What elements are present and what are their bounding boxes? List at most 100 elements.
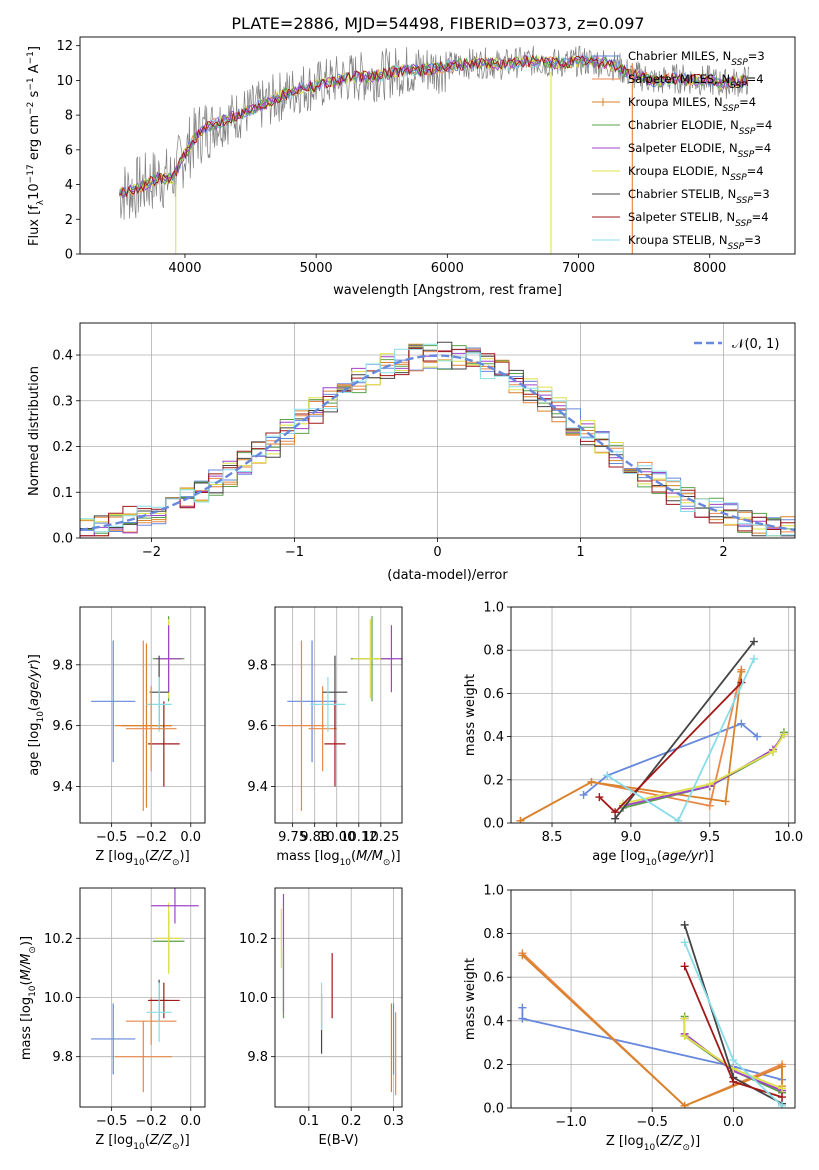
weight-marker — [705, 780, 714, 789]
plot-area — [511, 890, 795, 1108]
normal-curve — [80, 354, 795, 532]
weight-line-0 — [583, 722, 758, 796]
x-tick-label: 0.2 — [341, 1114, 362, 1129]
weight-marker — [680, 962, 689, 971]
legend-entry: Salpeter ELODIE, NSSP=4 — [628, 141, 771, 160]
weight-marker — [729, 1077, 738, 1086]
weight-marker — [705, 801, 714, 810]
legend-entry: Chabrier STELIB, NSSP=3 — [628, 187, 770, 206]
x-axis-label: mass [log10(M/M⊙)] — [276, 849, 400, 868]
y-tick-label: 0.3 — [52, 394, 73, 409]
weight-marker — [595, 793, 604, 802]
weight-marker — [579, 790, 588, 799]
plot-area — [80, 888, 205, 1107]
panel-Z-mass: −0.5 −0.2 0.0 9.8 10.0 10.2 Z [log10(Z/Z⊙)] mas… — [19, 887, 206, 1152]
y-axis-label: mass weight — [463, 958, 478, 1040]
weight-line-5 — [622, 733, 785, 805]
weight-marker — [518, 1014, 527, 1023]
panel-Z-weight: −1.0 −0.5 0.0 0.0 0.2 0.4 0.6 0.8 1.0 Z [log10(Z/… — [463, 884, 796, 1153]
weight-line-2 — [520, 671, 743, 822]
weight-marker — [680, 1101, 689, 1108]
axes-frame — [274, 606, 403, 824]
x-tick-label: −0.2 — [135, 830, 167, 845]
y-tick-label: 0.6 — [483, 971, 504, 986]
y-tick-label: 0.6 — [483, 687, 504, 702]
y-tick-label: 6 — [65, 143, 73, 158]
weight-marker — [518, 1003, 527, 1012]
x-tick-label: 9.0 — [621, 830, 642, 845]
plot-area — [275, 888, 402, 1107]
y-tick-label: 9.8 — [247, 1050, 268, 1065]
y-axis-label: Flux [fλ10−17 erg cm−2 s−1 A−1] — [26, 46, 46, 246]
y-tick-label: 2 — [65, 213, 73, 228]
legend-entry: Salpeter STELIB, NSSP=4 — [628, 210, 769, 229]
axes-frame — [510, 606, 796, 824]
y-tick-label: 9.4 — [247, 780, 268, 795]
axes-frame — [274, 887, 403, 1108]
weight-marker — [778, 1093, 787, 1102]
y-tick-label: 12 — [56, 39, 73, 54]
x-tick-label: 10.25 — [362, 830, 399, 845]
x-axis-label: Z [log10(Z/Z⊙)] — [95, 1133, 189, 1152]
y-tick-label: 10.2 — [44, 932, 73, 947]
y-tick-label: 1.0 — [483, 601, 504, 616]
legend-entry: 𝒩(0, 1) — [732, 337, 779, 352]
x-tick-label: 0.3 — [383, 1114, 404, 1129]
weight-marker — [778, 1062, 787, 1071]
x-axis-label: E(B-V) — [318, 1133, 358, 1148]
panel-spectrum: 4000 5000 6000 7000 8000 0 2 4 6 8 10 12 wavelength … — [26, 36, 796, 298]
x-tick-label: 9.88 — [300, 830, 329, 845]
spectrum-model-7 — [119, 54, 748, 198]
y-tick-label: 4 — [65, 178, 73, 193]
x-tick-label: 8000 — [693, 261, 726, 276]
histogram-8 — [80, 343, 795, 537]
y-tick-label: 9.6 — [247, 719, 268, 734]
y-tick-label: 9.6 — [52, 719, 73, 734]
weight-marker — [749, 637, 758, 646]
weight-line-2 — [521, 954, 783, 1107]
y-tick-label: 0.4 — [483, 730, 504, 745]
legend-entry: Chabrier MILES, NSSP=3 — [628, 49, 765, 68]
y-tick-label: 0.1 — [52, 486, 73, 501]
x-tick-label: 8.5 — [542, 830, 563, 845]
weight-marker — [737, 719, 746, 728]
y-axis-label: mass [log10(M/M⊙)] — [19, 936, 38, 1060]
panels: 4000 5000 6000 7000 8000024681012wavelength … — [19, 36, 803, 1153]
weight-marker — [680, 920, 689, 929]
x-tick-label: 5000 — [300, 261, 333, 276]
y-tick-label: 0.0 — [483, 817, 504, 832]
x-tick-label: −2 — [142, 545, 161, 560]
weight-marker — [737, 667, 746, 676]
x-axis-label: (data-model)/error — [387, 568, 508, 583]
y-tick-label: 8 — [65, 109, 73, 124]
weight-line-4 — [622, 733, 785, 807]
weight-marker — [753, 732, 762, 741]
weight-marker — [680, 1014, 689, 1023]
y-tick-label: 0.4 — [52, 349, 73, 364]
y-tick-label: 10.0 — [239, 991, 268, 1006]
y-tick-label: 10 — [56, 74, 73, 89]
y-tick-label: 0.0 — [52, 532, 73, 547]
weight-marker — [680, 938, 689, 947]
axes-frame — [79, 322, 796, 539]
x-tick-label: 0.0 — [180, 830, 201, 845]
x-tick-label: −0.2 — [135, 1114, 167, 1129]
y-axis-label: mass weight — [463, 674, 478, 756]
y-tick-label: 9.8 — [247, 658, 268, 673]
weight-marker — [680, 1032, 689, 1041]
legend-entry: Chabrier ELODIE, NSSP=4 — [628, 118, 772, 137]
x-tick-label: −0.5 — [96, 830, 128, 845]
x-tick-label: 2 — [719, 545, 727, 560]
weight-marker — [778, 1084, 787, 1093]
y-tick-label: 1.0 — [483, 884, 504, 899]
x-axis-label: Z [log10(Z/Z⊙)] — [606, 1134, 700, 1153]
weight-line-0 — [521, 1007, 783, 1081]
x-tick-label: −1 — [285, 545, 304, 560]
legend-entry: Salpeter MILES, NSSP=4 — [628, 72, 764, 91]
x-axis-label: wavelength [Angstrom, rest frame] — [333, 283, 562, 298]
weight-marker — [729, 1056, 738, 1065]
x-tick-label: 10.0 — [774, 830, 803, 845]
weight-marker — [778, 1101, 787, 1108]
y-tick-label: 0.2 — [483, 773, 504, 788]
